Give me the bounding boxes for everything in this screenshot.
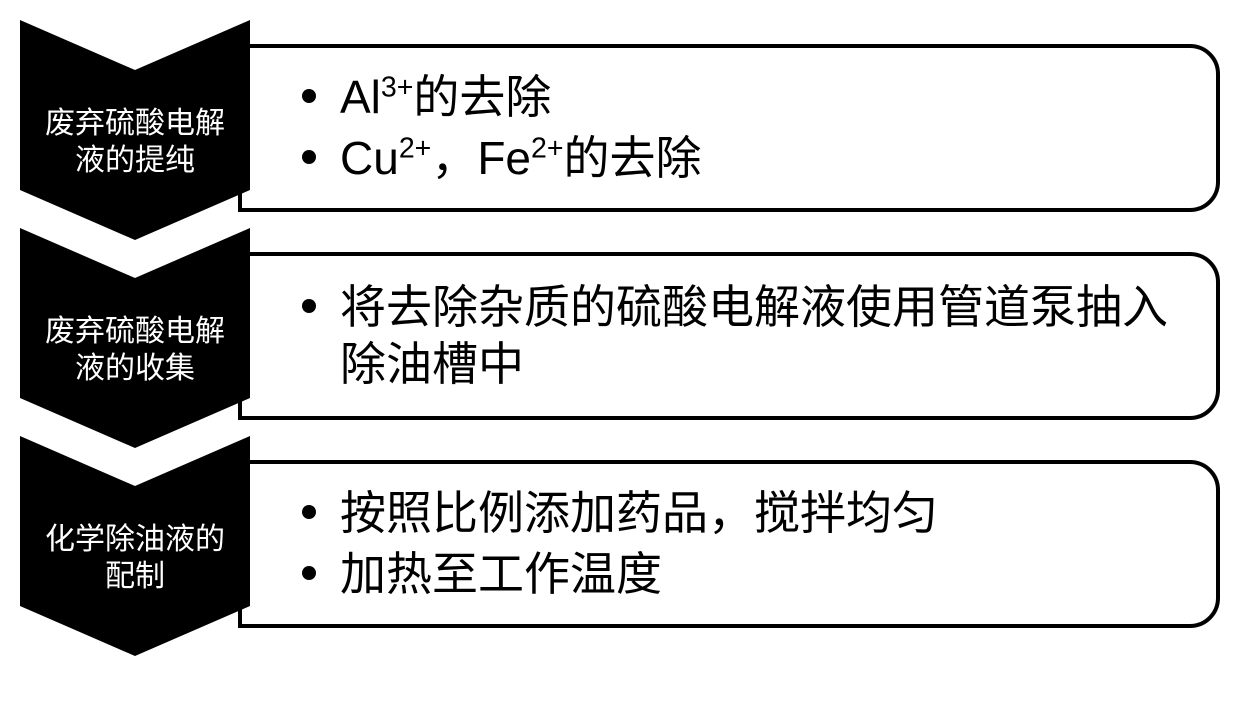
step-row-1: 废弃硫酸电解液的提纯 Al3+的去除 Cu2+，Fe2+的去除	[20, 20, 1220, 240]
step-content-1: Al3+的去除 Cu2+，Fe2+的去除	[238, 44, 1220, 212]
bullet-dot-icon	[302, 299, 318, 313]
process-flow-diagram: 废弃硫酸电解液的提纯 Al3+的去除 Cu2+，Fe2+的去除 废弃硫酸电解液的…	[20, 20, 1220, 644]
step-label-2: 废弃硫酸电解液的收集	[20, 290, 250, 410]
step-row-2: 废弃硫酸电解液的收集 将去除杂质的硫酸电解液使用管道泵抽入除油槽中	[20, 228, 1220, 448]
bullet-item: 将去除杂质的硫酸电解液使用管道泵抽入除油槽中	[302, 279, 1188, 394]
step-label-1: 废弃硫酸电解液的提纯	[20, 82, 250, 202]
bullet-dot-icon	[302, 89, 318, 103]
bullet-dot-icon	[302, 505, 318, 519]
bullet-dot-icon	[302, 150, 318, 164]
step-chevron-1: 废弃硫酸电解液的提纯	[20, 20, 250, 240]
step-content-2: 将去除杂质的硫酸电解液使用管道泵抽入除油槽中	[238, 252, 1220, 420]
step-content-3: 按照比例添加药品，搅拌均匀 加热至工作温度	[238, 460, 1220, 628]
bullet-text: Al3+的去除	[340, 69, 1188, 127]
bullet-text: 按照比例添加药品，搅拌均匀	[340, 485, 1188, 543]
step-row-3: 化学除油液的配制 按照比例添加药品，搅拌均匀 加热至工作温度	[20, 436, 1220, 656]
step-label-3: 化学除油液的配制	[20, 498, 250, 618]
bullet-item: Al3+的去除	[302, 69, 1188, 127]
bullet-text: Cu2+，Fe2+的去除	[340, 130, 1188, 188]
bullet-text: 加热至工作温度	[340, 546, 1188, 604]
step-chevron-2: 废弃硫酸电解液的收集	[20, 228, 250, 448]
bullet-text: 将去除杂质的硫酸电解液使用管道泵抽入除油槽中	[340, 279, 1188, 394]
bullet-item: 按照比例添加药品，搅拌均匀	[302, 485, 1188, 543]
bullet-item: 加热至工作温度	[302, 546, 1188, 604]
step-chevron-3: 化学除油液的配制	[20, 436, 250, 656]
bullet-dot-icon	[302, 566, 318, 580]
bullet-item: Cu2+，Fe2+的去除	[302, 130, 1188, 188]
